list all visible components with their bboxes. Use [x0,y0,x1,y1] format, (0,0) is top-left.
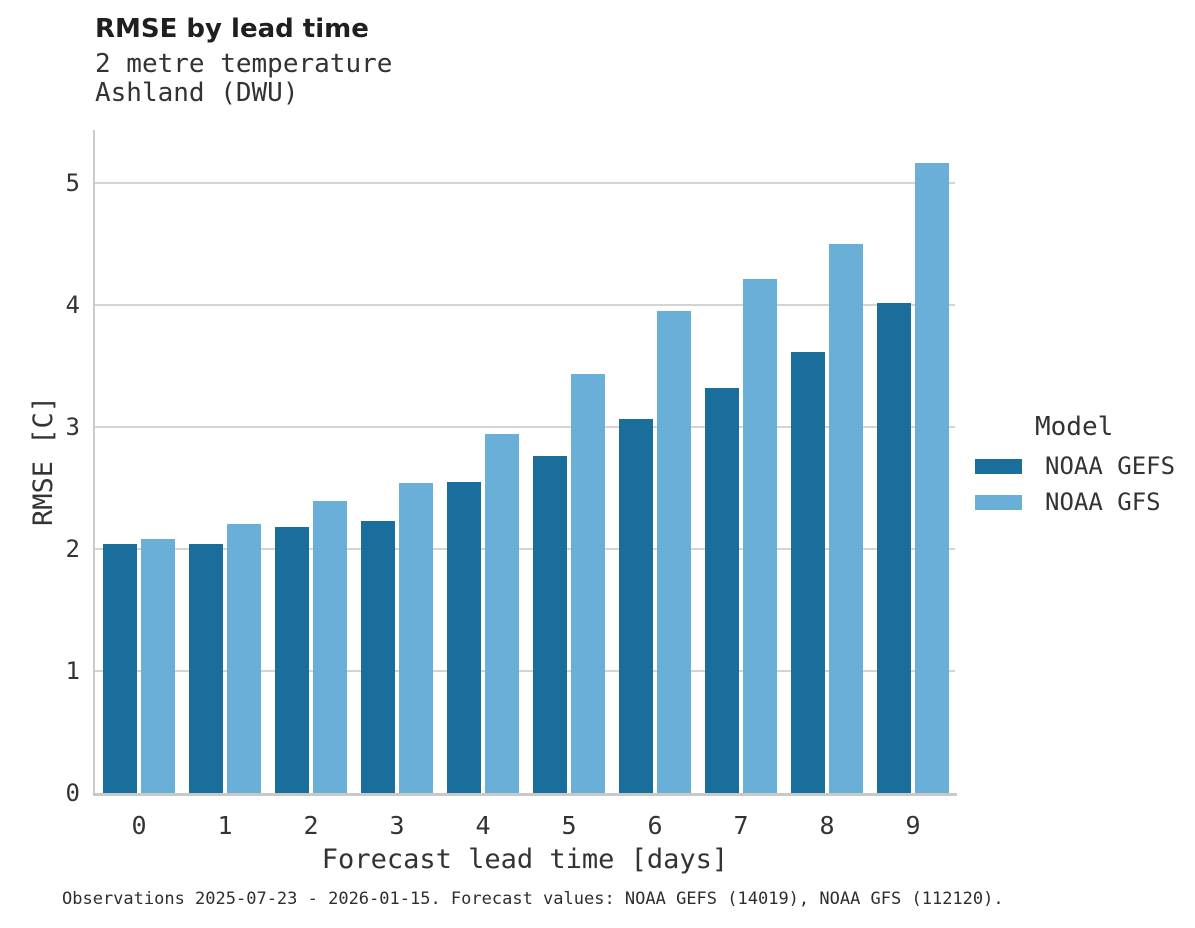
bar-noaa-gfs-day-2 [313,501,347,793]
bar-noaa-gefs-day-9 [877,303,911,793]
bar-noaa-gefs-day-2 [275,526,309,793]
bar-noaa-gfs-day-6 [657,310,691,793]
x-axis-spine [93,793,957,796]
legend: Model NOAA GEFS NOAA GFS [975,412,1190,516]
bar-noaa-gefs-day-5 [533,456,567,793]
y-tick-label-5: 5 [65,168,80,197]
y-tick-label-1: 1 [65,656,80,685]
y-tick-label-2: 2 [65,534,80,563]
x-tick-label-4: 4 [475,811,491,840]
plot-area [95,130,955,793]
y-axis-title: RMSE [C] [28,395,59,527]
bar-noaa-gefs-day-6 [619,419,653,793]
legend-title: Model [1035,412,1114,442]
bar-noaa-gefs-day-7 [705,387,739,793]
x-tick-label-5: 5 [561,811,577,840]
y-tick-label-3: 3 [65,412,80,441]
legend-swatch-gfs [975,494,1022,510]
gridline-y-2 [95,547,955,550]
bar-noaa-gfs-day-1 [227,524,261,793]
x-tick-label-7: 7 [733,811,749,840]
legend-item-gefs: NOAA GEFS [975,452,1190,480]
legend-item-gfs: NOAA GFS [975,488,1190,516]
gridline-y-5 [95,181,955,184]
bar-noaa-gfs-day-4 [485,434,519,793]
y-tick-label-4: 4 [65,290,80,319]
x-tick-label-6: 6 [647,811,663,840]
x-tick-label-3: 3 [389,811,405,840]
bar-noaa-gfs-day-8 [829,243,863,793]
bar-noaa-gfs-day-3 [399,482,433,793]
x-tick-label-1: 1 [217,811,233,840]
bar-noaa-gfs-day-5 [571,374,605,793]
bar-noaa-gfs-day-7 [743,278,777,793]
bar-noaa-gfs-day-9 [915,162,949,793]
gridline-y-4 [95,303,955,306]
y-tick-label-0: 0 [65,779,80,807]
gridline-y-1 [95,669,955,672]
legend-label-gfs: NOAA GFS [1045,488,1161,516]
gridline-y-3 [95,425,955,428]
bar-noaa-gefs-day-4 [447,481,481,793]
x-axis-title: Forecast lead time [days] [321,844,729,875]
x-tick-label-8: 8 [819,811,835,840]
chart-subtitle: 2 metre temperature Ashland (DWU) [95,50,392,108]
legend-swatch-gefs [975,458,1022,474]
caption: Observations 2025-07-23 - 2026-01-15. Fo… [62,889,1004,909]
legend-label-gefs: NOAA GEFS [1045,452,1176,480]
bar-noaa-gefs-day-1 [189,543,223,793]
subtitle-line-station: Ashland (DWU) [95,78,299,108]
chart-title: RMSE by lead time [95,14,369,44]
x-tick-label-9: 9 [905,811,921,840]
bar-noaa-gfs-day-0 [141,539,175,793]
subtitle-line-variable: 2 metre temperature [95,49,393,79]
bar-noaa-gefs-day-0 [103,543,137,793]
x-tick-label-2: 2 [303,811,319,840]
bar-noaa-gefs-day-8 [791,352,825,793]
bar-noaa-gefs-day-3 [361,520,395,793]
x-tick-label-0: 0 [131,811,147,840]
y-axis-spine [93,130,95,796]
